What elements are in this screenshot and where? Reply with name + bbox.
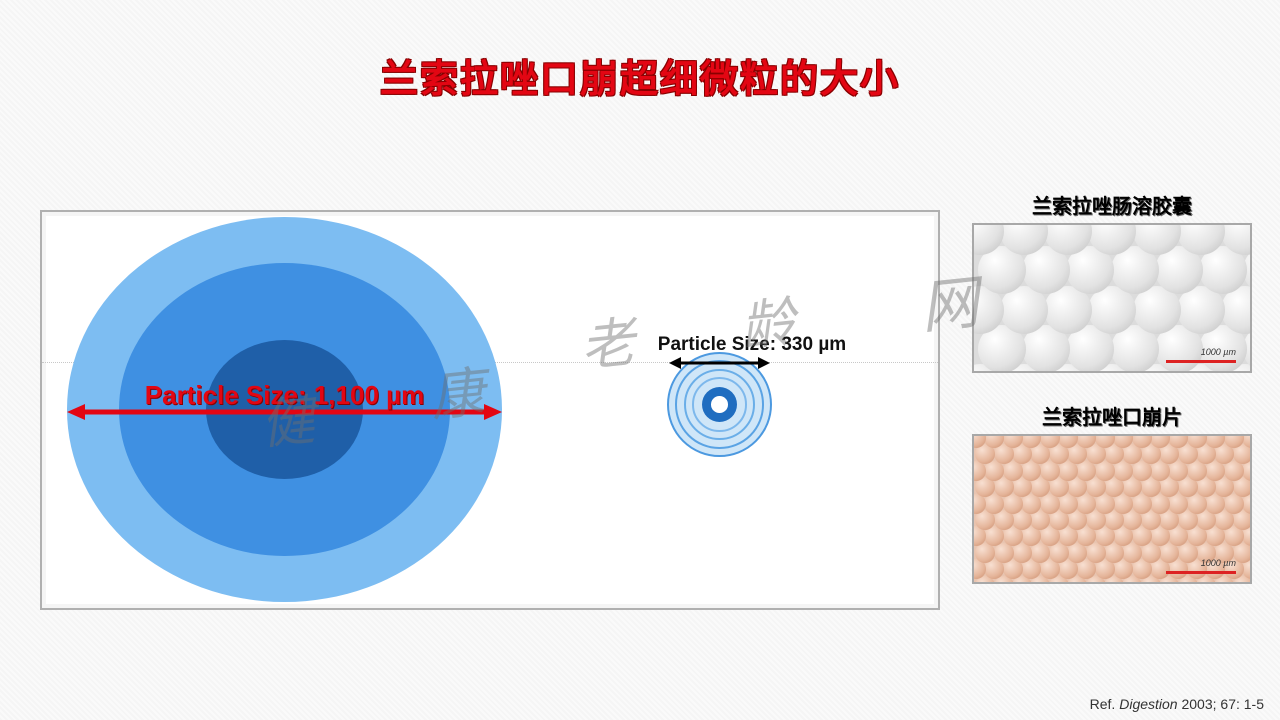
thumb-capsule: 1000 µm: [972, 223, 1252, 373]
scalebar-icon: [1166, 571, 1236, 574]
thumb-title-capsule: 兰索拉唑肠溶胶囊: [972, 190, 1252, 219]
reference-journal: Digestion: [1119, 696, 1177, 712]
thumb-odt: 1000 µm: [972, 434, 1252, 584]
small-particle-arrow: [669, 356, 770, 370]
sidebar: 兰索拉唑肠溶胶囊 1000 µm 兰索拉唑口崩片 1000 µm: [972, 190, 1252, 612]
reference-prefix: Ref.: [1090, 696, 1120, 712]
scalebar-label: 1000 µm: [1201, 347, 1236, 357]
reference-citation: Ref. Digestion 2003; 67: 1-5: [1090, 696, 1264, 712]
scalebar-label: 1000 µm: [1201, 558, 1236, 568]
thumb-title-odt: 兰索拉唑口崩片: [972, 401, 1252, 430]
large-particle-label: Particle Size: 1,100 µm: [67, 380, 502, 411]
reference-rest: 2003; 67: 1-5: [1178, 696, 1264, 712]
comparison-panel: Particle Size: 1,100 µm Particle Size: 3…: [40, 210, 940, 610]
scalebar-icon: [1166, 360, 1236, 363]
page-title: 兰索拉唑口崩超细微粒的大小: [0, 48, 1280, 103]
